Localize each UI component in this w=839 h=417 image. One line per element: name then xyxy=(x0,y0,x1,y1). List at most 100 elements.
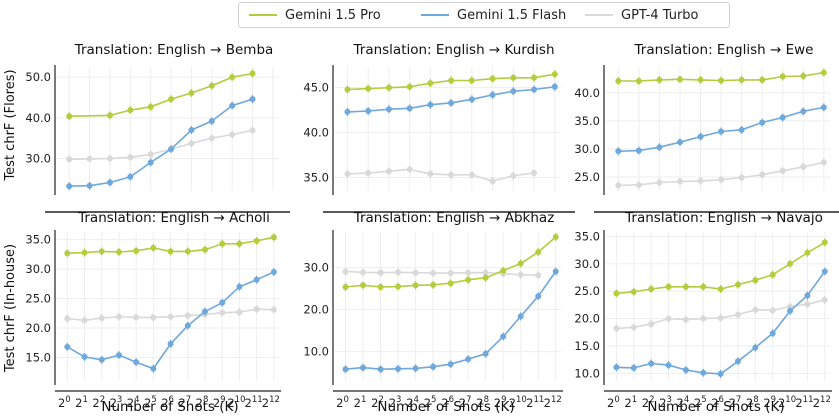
data-point xyxy=(738,174,745,181)
x-tick-label: 22 xyxy=(642,395,655,410)
x-tick-exponent: 9 xyxy=(771,395,776,405)
x-tick-base: 2 xyxy=(711,396,718,410)
data-point xyxy=(365,85,372,92)
data-point xyxy=(787,307,794,314)
panel-title: Translation: English → Ewe xyxy=(634,42,814,58)
data-point xyxy=(718,128,725,135)
data-point xyxy=(106,179,113,186)
data-point xyxy=(648,360,655,367)
panel-title: Translation: English → Kurdish xyxy=(353,42,555,58)
data-point xyxy=(656,144,663,151)
data-point xyxy=(821,296,828,303)
data-point xyxy=(804,292,811,299)
x-tick-base: 2 xyxy=(245,396,252,410)
data-point xyxy=(500,333,507,340)
data-point xyxy=(86,155,93,162)
data-point xyxy=(769,271,776,278)
legend-label: Gemini 1.5 Pro xyxy=(285,7,381,23)
data-point xyxy=(430,270,437,277)
y-tick-label: 30.0 xyxy=(303,261,329,275)
x-tick-base: 2 xyxy=(161,396,168,410)
data-point xyxy=(184,312,191,319)
y-tick-label: 30.0 xyxy=(574,142,600,156)
x-tick-label: 211 xyxy=(795,395,813,410)
x-tick-label: 22 xyxy=(371,395,384,410)
y-tick-label: 40.0 xyxy=(25,111,51,125)
x-tick-base: 2 xyxy=(354,396,361,410)
data-point xyxy=(510,74,517,81)
x-tick-exponent: 6 xyxy=(169,395,174,405)
data-point xyxy=(500,267,507,274)
data-point xyxy=(344,86,351,93)
x-tick-exponent: 5 xyxy=(151,395,156,405)
x-tick-base: 2 xyxy=(92,396,99,410)
x-tick-base: 2 xyxy=(196,396,203,410)
data-point xyxy=(676,76,683,83)
data-point xyxy=(377,269,384,276)
data-point xyxy=(800,108,807,115)
x-tick-exponent: 5 xyxy=(431,395,436,405)
data-point xyxy=(133,247,140,254)
data-point xyxy=(820,159,827,166)
legend-swatch xyxy=(585,14,613,16)
data-point xyxy=(656,179,663,186)
panel-title: Translation: English → Bemba xyxy=(74,42,274,58)
data-point xyxy=(147,151,154,158)
x-tick-exponent: 7 xyxy=(736,395,741,405)
series-gemini-1-5-pro xyxy=(613,238,828,298)
x-tick-label: 21 xyxy=(354,395,367,410)
y-tick-label: 30.0 xyxy=(25,151,51,165)
data-point xyxy=(81,317,88,324)
data-point xyxy=(270,269,277,276)
x-tick-exponent: 1 xyxy=(632,395,637,405)
x-tick-base: 2 xyxy=(642,396,649,410)
x-tick-exponent: 1 xyxy=(361,395,366,405)
x-tick-base: 2 xyxy=(494,396,501,410)
y-tick-label: 25.0 xyxy=(25,292,51,306)
series-gpt-4-turbo xyxy=(615,158,827,190)
y-tick-label: 40.0 xyxy=(303,126,329,140)
x-tick-label: 20 xyxy=(336,395,349,410)
x-tick-label: 22 xyxy=(92,395,105,410)
data-point xyxy=(66,156,73,163)
series-gpt-4-turbo xyxy=(66,126,256,164)
data-point xyxy=(752,344,759,351)
x-tick-exponent: 7 xyxy=(466,395,471,405)
data-point xyxy=(430,281,437,288)
x-tick-label: 28 xyxy=(476,395,489,410)
data-point xyxy=(395,269,402,276)
data-point xyxy=(168,146,175,153)
data-point xyxy=(406,83,413,90)
series-line xyxy=(345,270,539,276)
data-point xyxy=(106,155,113,162)
data-point xyxy=(665,315,672,322)
x-tick-base: 2 xyxy=(144,396,151,410)
data-point xyxy=(448,99,455,106)
x-tick-exponent: 4 xyxy=(684,395,689,405)
data-point xyxy=(700,315,707,322)
x-tick-base: 2 xyxy=(441,396,448,410)
data-point xyxy=(385,106,392,113)
data-point xyxy=(127,154,134,161)
data-point xyxy=(229,131,236,138)
x-tick-label: 211 xyxy=(526,395,544,410)
x-tick-exponent: 2 xyxy=(649,395,654,405)
x-tick-base: 2 xyxy=(459,396,466,410)
data-point xyxy=(219,309,226,316)
panel-translation-english-ewe: Translation: English → Ewe 25.0 30.0 35.0 40… xyxy=(574,42,830,195)
series-gpt-4-turbo xyxy=(342,267,542,280)
data-point xyxy=(489,178,496,185)
legend-swatch xyxy=(249,14,277,16)
x-tick-base: 2 xyxy=(526,396,533,410)
x-axis-label: Number of Shots (K) xyxy=(647,399,784,415)
data-point xyxy=(219,299,226,306)
data-point xyxy=(64,315,71,322)
x-tick-label: 28 xyxy=(746,395,759,410)
data-point xyxy=(517,313,524,320)
x-tick-base: 2 xyxy=(813,396,820,410)
x-tick-label: 21 xyxy=(624,395,637,410)
x-tick-exponent: 3 xyxy=(117,395,122,405)
data-point xyxy=(682,367,689,374)
x-tick-base: 2 xyxy=(624,396,631,410)
data-point xyxy=(615,78,622,85)
